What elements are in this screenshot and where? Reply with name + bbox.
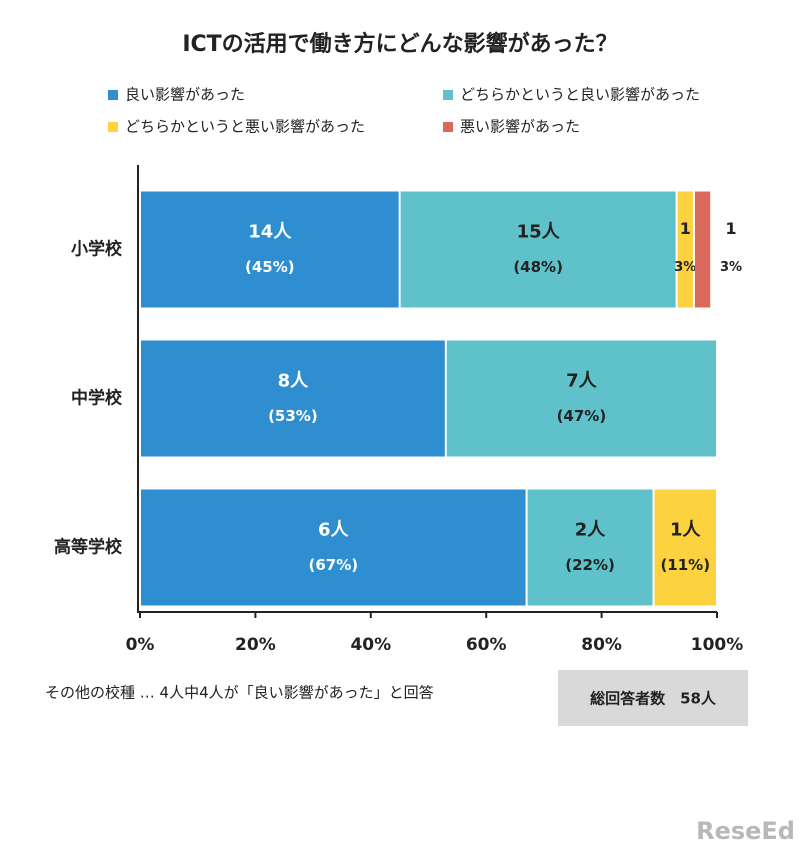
value-label: (47%)	[557, 407, 607, 425]
bar-segment	[141, 340, 445, 457]
value-label: 3%	[720, 260, 742, 275]
count-label: 15人	[517, 222, 561, 243]
x-tick-label: 0%	[126, 635, 155, 655]
value-label: (45%)	[245, 258, 295, 276]
bar-segment	[141, 489, 526, 606]
legend-label: どちらかというと良い影響があった	[460, 86, 700, 104]
bar-segment	[141, 191, 399, 308]
bar-segment	[400, 191, 676, 308]
legend-swatch	[443, 122, 453, 132]
x-tick-label: 60%	[466, 635, 507, 655]
count-label: 6人	[318, 520, 350, 541]
legend-swatch	[108, 122, 118, 132]
count-label: 1	[680, 219, 691, 238]
y-tick-label: 高等学校	[54, 537, 123, 558]
value-label: (48%)	[513, 258, 563, 276]
legend-label: どちらかというと悪い影響があった	[125, 118, 365, 136]
count-label: 14人	[248, 222, 292, 243]
y-tick-label: 中学校	[71, 388, 123, 409]
bar-segment	[694, 191, 711, 308]
bar-segment	[527, 489, 653, 606]
bar-segment	[446, 340, 716, 457]
legend-swatch	[108, 90, 118, 100]
count-label: 2人	[575, 520, 607, 541]
bar-segment	[654, 489, 716, 606]
x-tick-label: 80%	[581, 635, 622, 655]
count-label: 1	[725, 219, 736, 238]
watermark: ReseEd	[696, 817, 795, 845]
count-label: 1人	[670, 520, 702, 541]
x-tick-label: 100%	[691, 635, 744, 655]
x-tick-label: 20%	[235, 635, 276, 655]
total-label: 総回答者数 58人	[590, 690, 717, 708]
value-label: (53%)	[268, 407, 318, 425]
note: その他の校種 … 4人中4人が「良い影響があった」と回答	[45, 684, 434, 702]
y-tick-label: 小学校	[71, 239, 123, 260]
value-label: 3%	[674, 260, 696, 275]
chart-title: ICTの活用で働き方にどんな影響があった？	[182, 31, 617, 57]
x-tick-label: 40%	[350, 635, 391, 655]
count-label: 8人	[278, 371, 310, 392]
value-label: (22%)	[565, 556, 615, 574]
count-label: 7人	[566, 371, 598, 392]
legend-label: 良い影響があった	[125, 86, 245, 104]
bar-segment	[677, 191, 693, 308]
value-label: (11%)	[660, 556, 710, 574]
legend-label: 悪い影響があった	[460, 118, 580, 136]
value-label: (67%)	[308, 556, 358, 574]
total-box	[558, 670, 748, 726]
legend-swatch	[443, 90, 453, 100]
